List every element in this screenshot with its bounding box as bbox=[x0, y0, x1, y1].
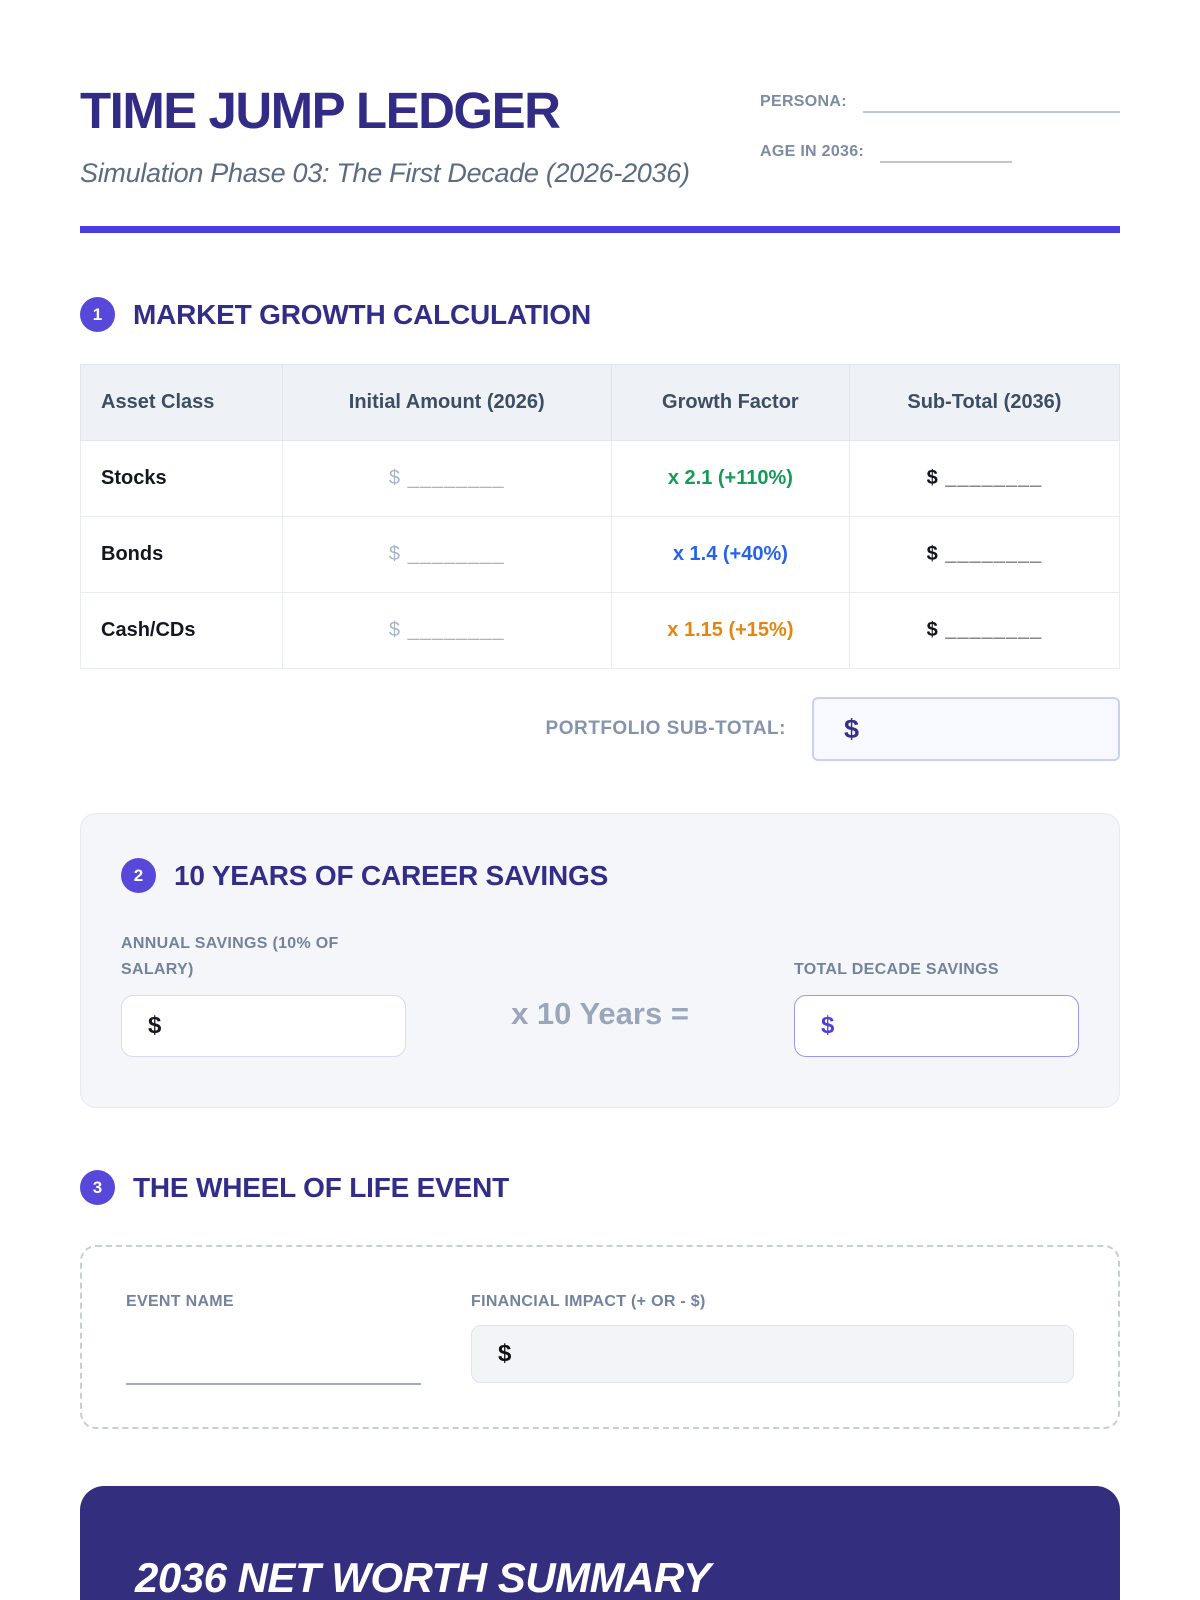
col-header-growth-factor: Growth Factor bbox=[610, 364, 850, 441]
age-input-line[interactable] bbox=[880, 139, 1013, 163]
annual-savings-col: ANNUAL SAVINGS (10% OF SALARY) $ bbox=[121, 931, 406, 1057]
portfolio-subtotal-row: PORTFOLIO SUB-TOTAL: $ bbox=[80, 697, 1120, 761]
age-field-row: AGE IN 2036: bbox=[760, 139, 1120, 163]
initial-amount-blank[interactable]: $ ________ bbox=[281, 440, 612, 517]
subtotal-blank[interactable]: $ ________ bbox=[848, 440, 1121, 517]
section1-heading: 1 MARKET GROWTH CALCULATION bbox=[80, 297, 1120, 332]
dollar-sign: $ bbox=[148, 1012, 162, 1039]
subtotal-blank[interactable]: $ ________ bbox=[848, 516, 1121, 593]
times-ten-years-text: x 10 Years = bbox=[511, 996, 689, 1031]
growth-factor-value: x 1.4 (+40%) bbox=[610, 516, 850, 593]
header-fields: PERSONA: AGE IN 2036: bbox=[760, 85, 1120, 189]
initial-amount-blank[interactable]: $ ________ bbox=[281, 592, 612, 669]
net-worth-summary-title: 2036 NET WORTH SUMMARY bbox=[135, 1554, 711, 1600]
persona-field-row: PERSONA: bbox=[760, 89, 1120, 113]
table-row-stocks: Stocks $ ________ x 2.1 (+110%) $ ______… bbox=[80, 440, 1121, 517]
section1-number-badge: 1 bbox=[80, 297, 115, 332]
col-header-subtotal: Sub-Total (2036) bbox=[848, 364, 1121, 441]
market-growth-table: Asset Class Initial Amount (2026) Growth… bbox=[80, 364, 1121, 669]
annual-savings-input[interactable]: $ bbox=[121, 995, 406, 1057]
event-name-input-line[interactable] bbox=[126, 1383, 421, 1385]
table-row-cash-cds: Cash/CDs $ ________ x 1.15 (+15%) $ ____… bbox=[80, 592, 1121, 669]
subtotal-blank[interactable]: $ ________ bbox=[848, 592, 1121, 669]
initial-amount-blank[interactable]: $ ________ bbox=[281, 516, 612, 593]
dollar-sign: $ bbox=[821, 1012, 835, 1039]
section3-heading: 3 THE WHEEL OF LIFE EVENT bbox=[80, 1170, 1120, 1205]
financial-impact-label: FINANCIAL IMPACT (+ OR - $) bbox=[471, 1293, 706, 1310]
asset-label: Stocks bbox=[80, 440, 283, 517]
header: TIME JUMP LEDGER Simulation Phase 03: Th… bbox=[80, 85, 1120, 189]
page-subtitle: Simulation Phase 03: The First Decade (2… bbox=[80, 158, 690, 188]
growth-factor-value: x 1.15 (+15%) bbox=[610, 592, 850, 669]
life-event-card: EVENT NAME FINANCIAL IMPACT (+ OR - $) $ bbox=[80, 1245, 1120, 1429]
section3-title: THE WHEEL OF LIFE EVENT bbox=[133, 1171, 510, 1203]
section-market-growth: 1 MARKET GROWTH CALCULATION Asset Class … bbox=[80, 297, 1121, 761]
header-left: TIME JUMP LEDGER Simulation Phase 03: Th… bbox=[80, 85, 690, 189]
col-header-initial-amount: Initial Amount (2026) bbox=[281, 364, 612, 441]
event-name-col: EVENT NAME bbox=[126, 1293, 421, 1385]
total-decade-savings-label: TOTAL DECADE SAVINGS bbox=[794, 961, 999, 979]
section3-number-badge: 3 bbox=[80, 1170, 115, 1205]
total-decade-savings-input[interactable]: $ bbox=[794, 995, 1079, 1057]
portfolio-subtotal-label: PORTFOLIO SUB-TOTAL: bbox=[545, 718, 786, 739]
portfolio-subtotal-input[interactable]: $ bbox=[812, 697, 1120, 761]
table-row-bonds: Bonds $ ________ x 1.4 (+40%) $ ________ bbox=[80, 516, 1121, 593]
section-life-event: 3 THE WHEEL OF LIFE EVENT EVENT NAME FIN… bbox=[80, 1170, 1120, 1429]
event-name-label: EVENT NAME bbox=[126, 1293, 234, 1310]
annual-savings-label: ANNUAL SAVINGS (10% OF SALARY) bbox=[121, 935, 339, 978]
dollar-sign: $ bbox=[844, 713, 860, 744]
financial-impact-input[interactable]: $ bbox=[471, 1325, 1074, 1383]
section1-title: MARKET GROWTH CALCULATION bbox=[133, 298, 591, 330]
persona-label: PERSONA: bbox=[760, 93, 847, 110]
section2-heading: 2 10 YEARS OF CAREER SAVINGS bbox=[121, 858, 1079, 893]
section2-number-badge: 2 bbox=[121, 858, 156, 893]
dollar-sign: $ bbox=[498, 1340, 512, 1367]
section2-title: 10 YEARS OF CAREER SAVINGS bbox=[174, 859, 609, 891]
asset-label: Bonds bbox=[80, 516, 283, 593]
financial-impact-col: FINANCIAL IMPACT (+ OR - $) $ bbox=[471, 1293, 1074, 1385]
section-career-savings: 2 10 YEARS OF CAREER SAVINGS ANNUAL SAVI… bbox=[80, 813, 1120, 1108]
page-title: TIME JUMP LEDGER bbox=[80, 82, 561, 139]
decade-savings-col: TOTAL DECADE SAVINGS $ bbox=[794, 931, 1079, 1057]
age-label: AGE IN 2036: bbox=[760, 143, 865, 160]
col-header-asset-class: Asset Class bbox=[80, 364, 283, 441]
net-worth-summary-panel: 2036 NET WORTH SUMMARY bbox=[80, 1486, 1120, 1600]
savings-calculation-row: ANNUAL SAVINGS (10% OF SALARY) $ x 10 Ye… bbox=[121, 931, 1079, 1057]
asset-label: Cash/CDs bbox=[80, 592, 283, 669]
table-header-row: Asset Class Initial Amount (2026) Growth… bbox=[80, 364, 1121, 441]
persona-input-line[interactable] bbox=[862, 89, 1120, 113]
growth-factor-value: x 2.1 (+110%) bbox=[610, 440, 850, 517]
header-divider bbox=[80, 226, 1120, 233]
